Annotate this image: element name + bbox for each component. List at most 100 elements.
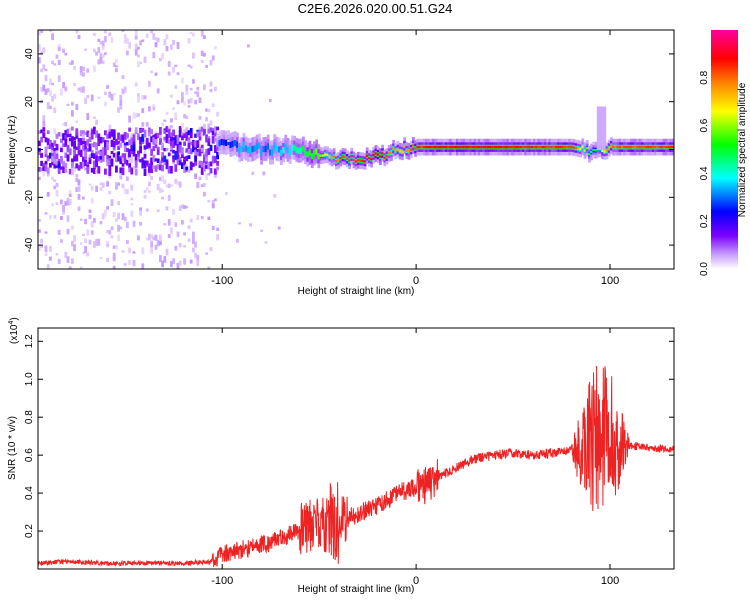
heatmap-cell bbox=[506, 145, 510, 149]
y-tick-label: -20 bbox=[24, 190, 35, 205]
heatmap-cell bbox=[216, 137, 219, 145]
heatmap-cell bbox=[117, 234, 120, 242]
heatmap-cell bbox=[106, 145, 109, 151]
heatmap-cell bbox=[132, 259, 136, 267]
heatmap-cell bbox=[145, 121, 149, 127]
heatmap-cell bbox=[117, 145, 120, 150]
heatmap-cell bbox=[420, 145, 424, 149]
heatmap-cell bbox=[143, 160, 147, 166]
heatmap-cell bbox=[126, 50, 129, 56]
heatmap-cell bbox=[192, 79, 195, 84]
heatmap-cell bbox=[601, 149, 604, 152]
heatmap-cell bbox=[172, 107, 175, 110]
heatmap-cell bbox=[343, 155, 347, 159]
heatmap-cell bbox=[126, 147, 129, 152]
heatmap-cell bbox=[196, 149, 200, 153]
heatmap-cell bbox=[77, 142, 81, 149]
heatmap-cell bbox=[66, 256, 70, 263]
heatmap-cell bbox=[266, 143, 270, 150]
heatmap-cell bbox=[405, 149, 409, 152]
heatmap-cell bbox=[200, 160, 204, 168]
heatmap-cell bbox=[475, 145, 479, 149]
heatmap-cell bbox=[220, 138, 224, 146]
heatmap-cell bbox=[198, 149, 202, 157]
heatmap-cell bbox=[170, 144, 173, 151]
colorbar-tick-label: 0.8 bbox=[699, 70, 710, 84]
heatmap-cell bbox=[205, 252, 208, 256]
heatmap-cell bbox=[130, 148, 134, 155]
heatmap-cell bbox=[40, 86, 43, 93]
heatmap-cell bbox=[132, 251, 136, 254]
heatmap-cell bbox=[185, 155, 189, 162]
heatmap-cell bbox=[148, 127, 151, 134]
heatmap-cell bbox=[86, 113, 90, 121]
colorbar-ticks: 0.0 0.2 0.4 0.6 0.8 bbox=[699, 70, 710, 276]
heatmap-cell bbox=[88, 136, 92, 142]
heatmap-cell bbox=[64, 86, 68, 92]
heatmap-cell bbox=[112, 93, 116, 96]
heatmap-cell bbox=[170, 261, 173, 268]
heatmap-cell bbox=[117, 108, 120, 112]
heatmap-cell bbox=[205, 157, 208, 162]
heatmap-cell bbox=[71, 258, 74, 264]
heatmap-cell bbox=[187, 169, 191, 173]
heatmap-cell bbox=[209, 88, 213, 93]
heatmap-cell bbox=[88, 239, 92, 245]
heatmap-cell bbox=[141, 127, 145, 133]
heatmap-cell bbox=[561, 145, 565, 149]
heatmap-cell bbox=[244, 145, 248, 152]
heatmap-cell bbox=[359, 159, 362, 162]
heatmap-cell bbox=[42, 115, 46, 122]
heatmap-cell bbox=[172, 258, 175, 264]
heatmap-cell bbox=[143, 164, 147, 169]
heatmap-cell bbox=[247, 44, 250, 48]
heatmap-cell bbox=[167, 71, 171, 76]
heatmap-cell bbox=[51, 34, 54, 41]
heatmap-cell bbox=[51, 155, 54, 163]
heatmap-cell bbox=[192, 231, 195, 239]
heatmap-cell bbox=[152, 33, 156, 40]
heatmap-cell bbox=[82, 161, 85, 168]
heatmap-cell bbox=[165, 138, 169, 144]
heatmap-cell bbox=[121, 153, 125, 158]
heatmap-cell bbox=[51, 176, 54, 181]
heatmap-cell bbox=[71, 126, 74, 131]
heatmap-cell bbox=[99, 57, 103, 64]
heatmap-cell bbox=[77, 150, 81, 156]
heatmap-cell bbox=[247, 146, 250, 153]
heatmap-cell bbox=[110, 158, 114, 167]
heatmap-cell bbox=[161, 145, 164, 151]
heatmap-cell bbox=[159, 57, 162, 62]
heatmap-cell bbox=[90, 153, 94, 159]
heatmap-cell bbox=[86, 229, 90, 236]
heatmap-cell bbox=[403, 144, 406, 147]
heatmap-cell bbox=[214, 156, 217, 164]
heatmap-cell bbox=[227, 139, 230, 142]
heatmap-cell bbox=[90, 143, 94, 147]
heatmap-cell bbox=[71, 60, 74, 65]
heatmap-cell bbox=[117, 132, 120, 140]
heatmap-cell bbox=[97, 150, 101, 154]
heatmap-cell bbox=[150, 30, 153, 34]
heatmap-cell bbox=[141, 157, 145, 165]
heatmap-cell bbox=[123, 188, 127, 194]
heatmap-cell bbox=[60, 88, 63, 96]
heatmap-cell bbox=[101, 147, 105, 154]
heatmap-cell bbox=[49, 78, 52, 86]
heatmap-cell bbox=[592, 148, 596, 152]
heatmap-cell bbox=[57, 46, 61, 52]
heatmap-cell bbox=[66, 103, 70, 107]
heatmap-cell bbox=[185, 131, 189, 140]
heatmap-cell bbox=[229, 141, 233, 148]
heatmap-cell bbox=[95, 142, 98, 151]
heatmap-cell bbox=[185, 89, 189, 95]
heatmap-cell bbox=[137, 235, 140, 241]
heatmap-cell bbox=[610, 144, 613, 147]
heatmap-cell bbox=[126, 221, 129, 229]
heatmap-cell bbox=[306, 151, 310, 158]
heatmap-cell bbox=[181, 135, 184, 141]
heatmap-cell bbox=[95, 155, 98, 164]
snr-axes: -100 0 100 0.2 0.4 0.6 0.8 1.0 1.2 bbox=[24, 328, 674, 587]
heatmap-cell bbox=[577, 147, 580, 150]
